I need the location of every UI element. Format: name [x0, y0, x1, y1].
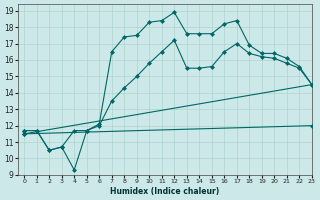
- X-axis label: Humidex (Indice chaleur): Humidex (Indice chaleur): [110, 187, 220, 196]
